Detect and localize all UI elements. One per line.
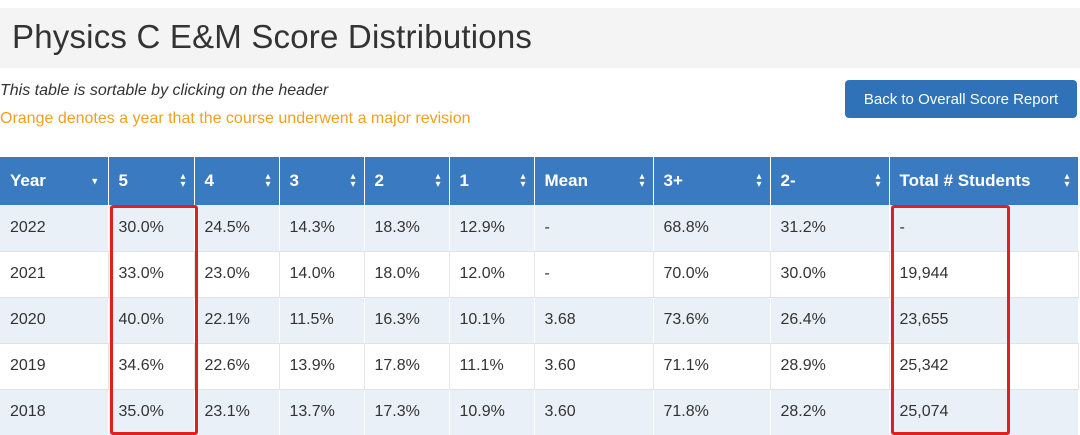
column-header-label: Year xyxy=(10,171,46,190)
table-cell: 3.60 xyxy=(534,343,654,390)
table-cell: 35.0% xyxy=(108,389,195,435)
sort-desc-icon: ▾ xyxy=(91,175,98,188)
table-cell: 13.7% xyxy=(279,389,365,435)
column-header-label: Mean xyxy=(544,171,588,190)
table-cell: 34.6% xyxy=(108,343,195,390)
column-header-4[interactable]: 4 ▴ ▾ xyxy=(194,157,280,205)
table-cell: 14.0% xyxy=(279,251,365,298)
table-cell: 10.9% xyxy=(449,389,535,435)
table-cell: - xyxy=(534,205,654,252)
table-cell: 2020 xyxy=(0,297,109,344)
sort-icon: ▴ ▾ xyxy=(639,171,645,190)
column-header-2[interactable]: 2- ▴ ▾ xyxy=(770,157,890,205)
table-cell: 16.3% xyxy=(364,297,450,344)
table-cell: 25,342 xyxy=(889,343,1079,390)
column-header-year[interactable]: Year ▾ xyxy=(0,157,109,205)
sort-icon: ▴ ▾ xyxy=(180,171,186,190)
table-row: 2020 40.0% 22.1% 11.5% 16.3% 10.1% 3.68 73.6% 26… xyxy=(0,297,1079,344)
table-cell: 3.68 xyxy=(534,297,654,344)
table-cell: 30.0% xyxy=(770,251,890,298)
table-cell: 30.0% xyxy=(108,205,195,252)
table-cell: 22.6% xyxy=(194,343,280,390)
table-header-row: Year ▾ 5 ▴ ▾ 4 ▴ ▾ 3 ▴ ▾ 2 ▴ ▾ 1 ▴ ▾ Mean ▴ ▾ 3+ ▴ ▾ 2- ▴ ▾ Total … xyxy=(0,157,1079,205)
sort-icon: ▴ ▾ xyxy=(520,171,526,190)
table-cell: 18.0% xyxy=(364,251,450,298)
column-header-label: 5 xyxy=(118,171,128,190)
column-header-total-students[interactable]: Total # Students ▴ ▾ xyxy=(889,157,1079,205)
column-header-label: 4 xyxy=(204,171,214,190)
table-cell: 12.0% xyxy=(449,251,535,298)
column-header-label: 1 xyxy=(459,171,469,190)
sort-icon: ▴ ▾ xyxy=(875,171,881,190)
table-cell: - xyxy=(534,251,654,298)
table-cell: 2018 xyxy=(0,389,109,435)
table-body: 2022 30.0% 24.5% 14.3% 18.3% 12.9% -68.8% 31.2%… xyxy=(0,205,1079,435)
column-header-mean[interactable]: Mean ▴ ▾ xyxy=(534,157,654,205)
sort-icon: ▴ ▾ xyxy=(265,171,271,190)
title-bar: Physics C E&M Score Distributions xyxy=(0,8,1080,68)
table-cell: 25,074 xyxy=(889,389,1079,435)
column-header-label: 2- xyxy=(780,171,796,190)
column-header-label: 3 xyxy=(289,171,299,190)
table-cell: 11.5% xyxy=(279,297,365,344)
table-row: 2018 35.0% 23.1% 13.7% 17.3% 10.9% 3.60 71.8% 28… xyxy=(0,389,1079,435)
table-cell: 28.9% xyxy=(770,343,890,390)
column-header-3[interactable]: 3 ▴ ▾ xyxy=(279,157,365,205)
table-cell: 18.3% xyxy=(364,205,450,252)
sort-icon: ▴ ▾ xyxy=(1064,171,1070,190)
column-header-label: Total # Students xyxy=(899,171,1031,190)
column-header-label: 3+ xyxy=(663,171,683,190)
column-header-label: 2 xyxy=(374,171,384,190)
column-header-1[interactable]: 1 ▴ ▾ xyxy=(449,157,535,205)
table-cell: 13.9% xyxy=(279,343,365,390)
table-cell: 2022 xyxy=(0,205,109,252)
column-header-3[interactable]: 3+ ▴ ▾ xyxy=(653,157,771,205)
table-cell: 23.0% xyxy=(194,251,280,298)
table-cell: 26.4% xyxy=(770,297,890,344)
table-cell: 12.9% xyxy=(449,205,535,252)
table-row: 2022 30.0% 24.5% 14.3% 18.3% 12.9% -68.8% 31.2%… xyxy=(0,205,1079,252)
table-cell: 23,655 xyxy=(889,297,1079,344)
table-cell: 17.8% xyxy=(364,343,450,390)
table-cell: - xyxy=(889,205,1079,252)
table-row: 2019 34.6% 22.6% 13.9% 17.8% 11.1% 3.60 71.1% 28… xyxy=(0,343,1079,390)
table-cell: 14.3% xyxy=(279,205,365,252)
table-cell: 19,944 xyxy=(889,251,1079,298)
table-cell: 71.1% xyxy=(653,343,771,390)
page-title: Physics C E&M Score Distributions xyxy=(12,18,533,55)
table-cell: 23.1% xyxy=(194,389,280,435)
revision-note: Orange denotes a year that the course un… xyxy=(0,110,471,127)
table-cell: 11.1% xyxy=(449,343,535,390)
column-header-5[interactable]: 5 ▴ ▾ xyxy=(108,157,195,205)
table-cell: 70.0% xyxy=(653,251,771,298)
score-distribution-table: Year ▾ 5 ▴ ▾ 4 ▴ ▾ 3 ▴ ▾ 2 ▴ ▾ 1 ▴ ▾ Mean ▴ ▾ 3+ ▴ ▾ 2- ▴ ▾ Total … xyxy=(0,157,1079,435)
table-cell: 31.2% xyxy=(770,205,890,252)
table-cell: 33.0% xyxy=(108,251,195,298)
sort-icon: ▴ ▾ xyxy=(350,171,356,190)
table-cell: 71.8% xyxy=(653,389,771,435)
table-cell: 40.0% xyxy=(108,297,195,344)
table-cell: 68.8% xyxy=(653,205,771,252)
table-cell: 24.5% xyxy=(194,205,280,252)
sort-icon: ▴ ▾ xyxy=(756,171,762,190)
table-cell: 17.3% xyxy=(364,389,450,435)
table-cell: 28.2% xyxy=(770,389,890,435)
back-to-overall-button[interactable]: Back to Overall Score Report xyxy=(845,80,1077,118)
table-row: 2021 33.0% 23.0% 14.0% 18.0% 12.0% -70.0% 30.0%… xyxy=(0,251,1079,298)
sort-icon: ▴ ▾ xyxy=(435,171,441,190)
column-header-2[interactable]: 2 ▴ ▾ xyxy=(364,157,450,205)
table-cell: 73.6% xyxy=(653,297,771,344)
table-cell: 10.1% xyxy=(449,297,535,344)
table-cell: 2021 xyxy=(0,251,109,298)
table-cell: 3.60 xyxy=(534,389,654,435)
table-cell: 22.1% xyxy=(194,297,280,344)
sortable-note: This table is sortable by clicking on th… xyxy=(0,82,329,99)
table-cell: 2019 xyxy=(0,343,109,390)
